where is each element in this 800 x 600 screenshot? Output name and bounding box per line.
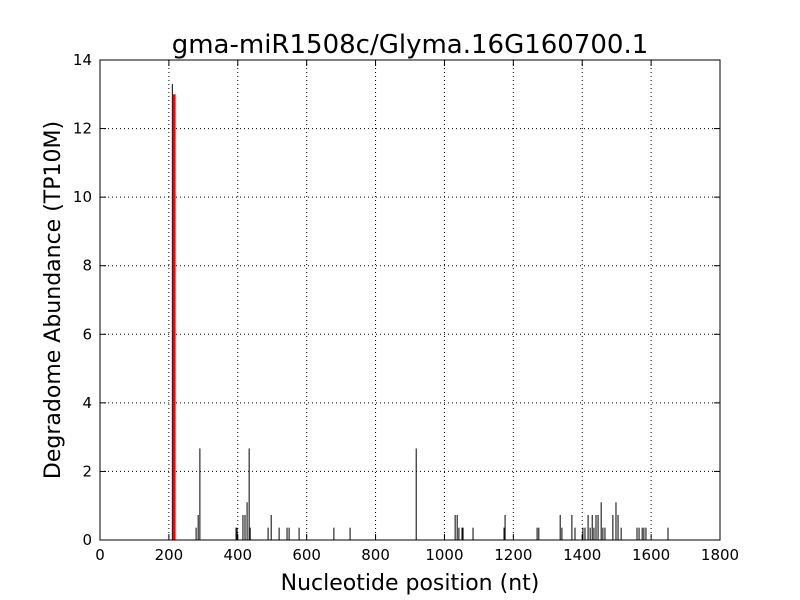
x-tick-label: 0 (95, 546, 105, 564)
x-tick-label: 200 (155, 546, 184, 564)
y-tick-label: 0 (82, 531, 92, 549)
x-tick-label: 1800 (701, 546, 739, 564)
x-tick-label: 1200 (494, 546, 532, 564)
x-tick-label: 1600 (632, 546, 670, 564)
y-axis-label: Degradome Abundance (TP10M) (41, 121, 66, 479)
x-tick-label: 400 (223, 546, 252, 564)
plot-frame (99, 59, 721, 541)
y-tick-label: 6 (82, 325, 92, 343)
y-tick-label: 10 (73, 188, 92, 206)
y-tick-label: 12 (73, 120, 92, 138)
x-tick-label: 800 (361, 546, 390, 564)
x-tick-label: 600 (292, 546, 321, 564)
x-axis-label: Nucleotide position (nt) (281, 571, 540, 596)
y-tick-label: 4 (82, 394, 92, 412)
y-tick-label: 8 (82, 257, 92, 275)
x-tick-label: 1400 (563, 546, 601, 564)
y-tick-label: 2 (82, 462, 92, 480)
y-tick-label: 14 (73, 51, 92, 69)
x-tick-label: 1000 (425, 546, 463, 564)
chart-title: gma-miR1508c/Glyma.16G160700.1 (172, 30, 649, 60)
